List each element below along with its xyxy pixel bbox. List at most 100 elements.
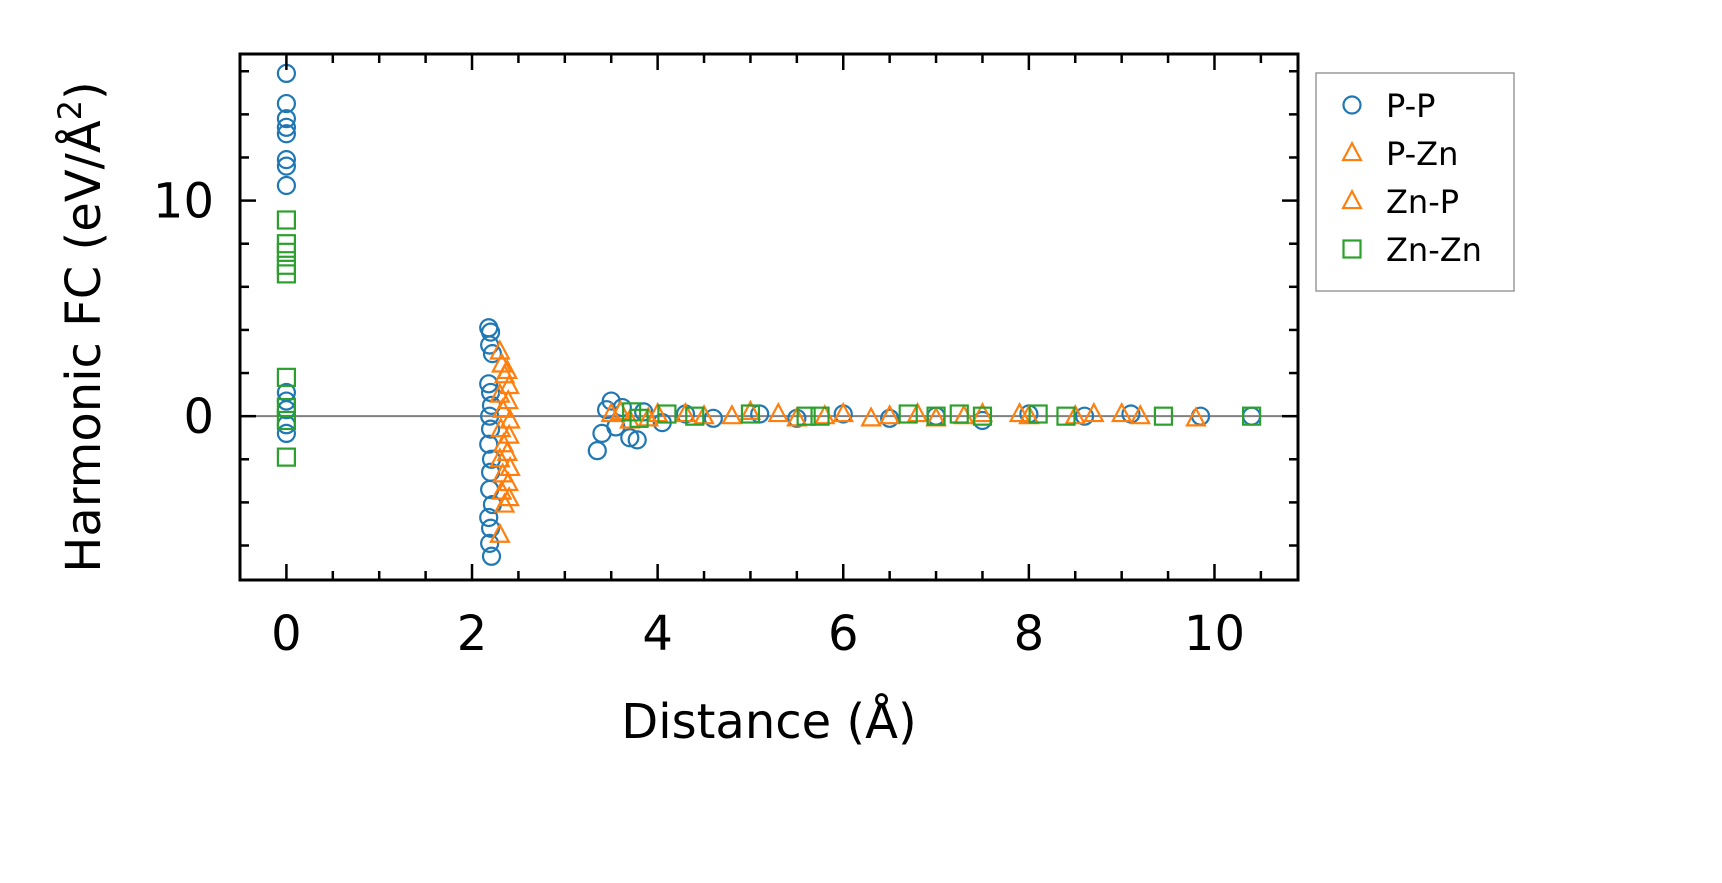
data-point [721,404,743,425]
legend-marker-circle-icon [1342,95,1362,115]
data-point [1083,401,1105,423]
data-point [810,406,830,426]
data-point [276,117,297,137]
data-point [276,93,297,114]
data-point [1241,406,1262,426]
data-point [703,408,723,428]
series-zn-zn [276,210,1262,467]
legend: P-P P-Zn Zn-P Zn-Zn [1315,72,1515,292]
data-point [832,401,854,423]
plot-frame [238,52,1300,582]
data-point [276,124,297,144]
legend-item: P-Zn [1341,135,1458,173]
data-point [276,447,297,467]
data-point [740,404,761,424]
data-point [609,399,632,420]
y-axis-title: Harmonic FC (eV/Å2) [51,81,112,573]
data-point [739,399,762,420]
data-point [496,440,519,461]
data-point [685,406,705,426]
x-tick-label: 6 [828,606,859,662]
data-point [880,408,900,428]
data-point [657,404,677,424]
legend-item: Zn-P [1341,183,1459,221]
data-point [276,367,297,387]
data-point [627,430,647,450]
legend-marker-triangle-icon [1341,140,1363,162]
x-axis-title: Distance (Å) [621,693,916,750]
data-point [971,401,994,423]
data-point [953,404,975,425]
tick-labels: 0 2 4 6 8 10 0 10 [153,174,1245,662]
data-point [276,397,297,418]
data-point [489,447,511,468]
data-point [480,322,501,342]
data-point [878,404,901,425]
legend-box [1315,72,1515,292]
data-point [1074,406,1095,426]
data-point [813,404,836,425]
x-tick-label: 8 [1014,606,1045,662]
data-point [276,242,297,262]
data-point [1153,406,1174,426]
y-axis-title-main: Harmonic FC (eV/Å [55,120,112,573]
legend-label: Zn-Zn [1386,231,1482,269]
data-point [1008,401,1031,423]
data-point [276,210,297,230]
legend-item: P-P [1342,87,1435,125]
data-point [620,428,640,448]
y-tick-label: 10 [153,174,214,230]
data-point [601,391,621,411]
legend-label: P-P [1386,87,1435,125]
data-point [479,374,499,394]
data-point [498,423,520,444]
data-point [1129,404,1151,425]
legend-label: P-Zn [1386,135,1458,173]
data-point [479,507,499,528]
data-point [1028,404,1048,424]
data-point [276,175,297,196]
x-tick-label: 10 [1184,606,1245,662]
legend-label: Zn-P [1386,183,1459,221]
data-point [898,404,918,424]
data-point [480,533,500,553]
data-point [1185,406,1207,427]
data-point [276,410,297,431]
y-axis-title-close: ) [56,81,112,100]
series-p-p [276,63,1262,566]
data-point [482,344,503,364]
data-point [498,485,520,507]
data-point [796,406,816,426]
data-point [276,109,297,129]
data-point [276,423,297,444]
x-tick-label: 0 [271,606,302,662]
data-point [860,406,882,427]
legend-marker-triangle-icon [1341,188,1363,210]
data-point [629,408,649,428]
data-point [926,406,946,426]
data-point [949,404,969,424]
data-point [276,150,297,170]
legend-marker-square-icon [1342,239,1362,259]
data-point [1110,401,1133,423]
y-tick-label: 0 [183,389,214,445]
x-tick-label: 4 [642,606,673,662]
series-zn-p [496,358,1133,507]
data-point [497,388,519,410]
data-point [481,546,502,566]
axis-ticks [238,54,1298,580]
data-point [1056,406,1076,426]
data-point [276,156,297,176]
y-axis-title-superscript: 2 [51,100,89,120]
data-point [276,264,297,284]
data-point [972,406,993,426]
x-tick-label: 2 [457,606,488,662]
data-point [587,441,607,461]
data-point [480,419,501,439]
data-point [767,401,790,423]
legend-item: Zn-Zn [1342,231,1482,269]
data-marks [276,63,1262,566]
data-point [489,522,511,543]
data-point [634,402,654,422]
